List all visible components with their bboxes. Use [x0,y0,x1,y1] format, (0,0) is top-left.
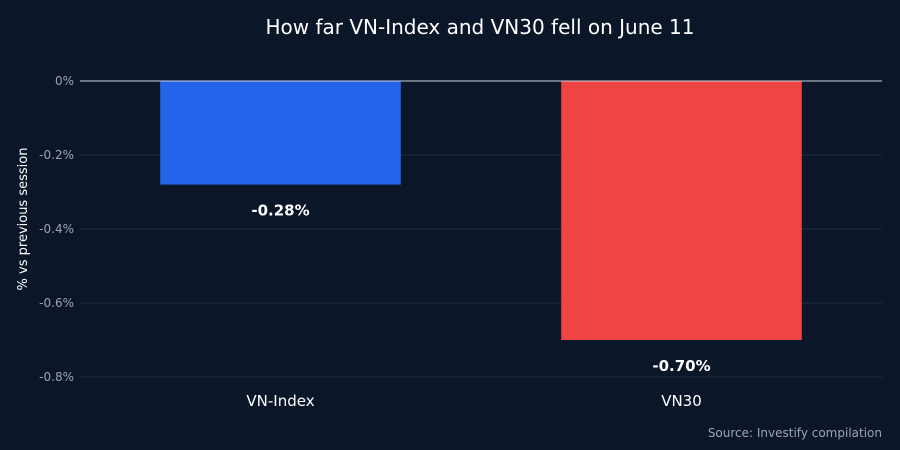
bars [160,81,802,340]
data-labels: -0.28% -0.70% [251,202,710,375]
y-axis-ticks: 0% -0.2% -0.4% -0.6% -0.8% [39,74,74,384]
bar-vn30 [561,81,802,340]
y-axis-label: % vs previous session [16,148,31,291]
y-tick-label: -0.6% [39,296,74,310]
source-note: Source: Investify compilation [708,426,882,440]
x-axis-categories: VN-Index VN30 [246,392,701,410]
bar-vn-index [160,81,401,185]
x-category-label: VN30 [661,392,702,410]
y-tick-label: -0.8% [39,370,74,384]
y-tick-label: -0.2% [39,148,74,162]
x-category-label: VN-Index [246,392,314,410]
data-label: -0.70% [652,357,710,375]
y-tick-label: -0.4% [39,222,74,236]
chart-title: How far VN-Index and VN30 fell on June 1… [265,15,694,39]
y-tick-label: 0% [55,74,74,88]
data-label: -0.28% [251,202,309,220]
